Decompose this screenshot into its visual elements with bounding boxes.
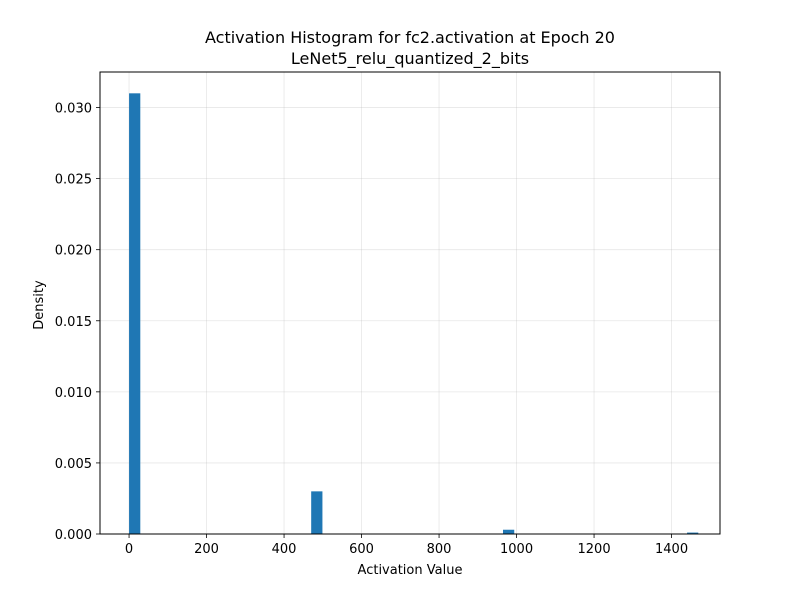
y-axis-label: Density [32,280,47,330]
y-tick-label: 0.000 [55,528,92,543]
bar-layer [129,93,699,535]
x-tick-label: 1200 [578,542,611,557]
plot-frame [99,71,721,535]
chart-title: Activation Histogram for fc2.activation … [205,28,615,47]
chart-subtitle: LeNet5_relu_quantized_2_bits [291,49,529,69]
y-tick-label: 0.025 [55,173,92,188]
y-tick-label: 0.015 [55,315,92,330]
x-tick-label: 0 [125,542,133,557]
x-tick-label: 600 [349,542,374,557]
histogram-bar-4 [687,532,699,534]
histogram-bar-1 [129,93,141,535]
y-tick-label: 0.020 [55,244,92,259]
x-tick-label: 800 [427,542,452,557]
tick-layer: 0 200 400 600 800 1000 1200 1400 0.000 0.005 0.010… [55,102,688,557]
x-tick-label: 400 [272,542,297,557]
x-tick-label: 1000 [500,542,533,557]
histogram-bar-2 [311,491,323,534]
y-tick-label: 0.005 [55,457,92,472]
x-axis-label: Activation Value [358,563,463,578]
grid-layer [100,72,720,535]
x-tick-label: 200 [194,542,219,557]
histogram-bar-3 [503,529,515,534]
y-tick-label: 0.010 [55,386,92,401]
x-tick-label: 1400 [655,542,688,557]
y-tick-label: 0.030 [55,102,92,117]
